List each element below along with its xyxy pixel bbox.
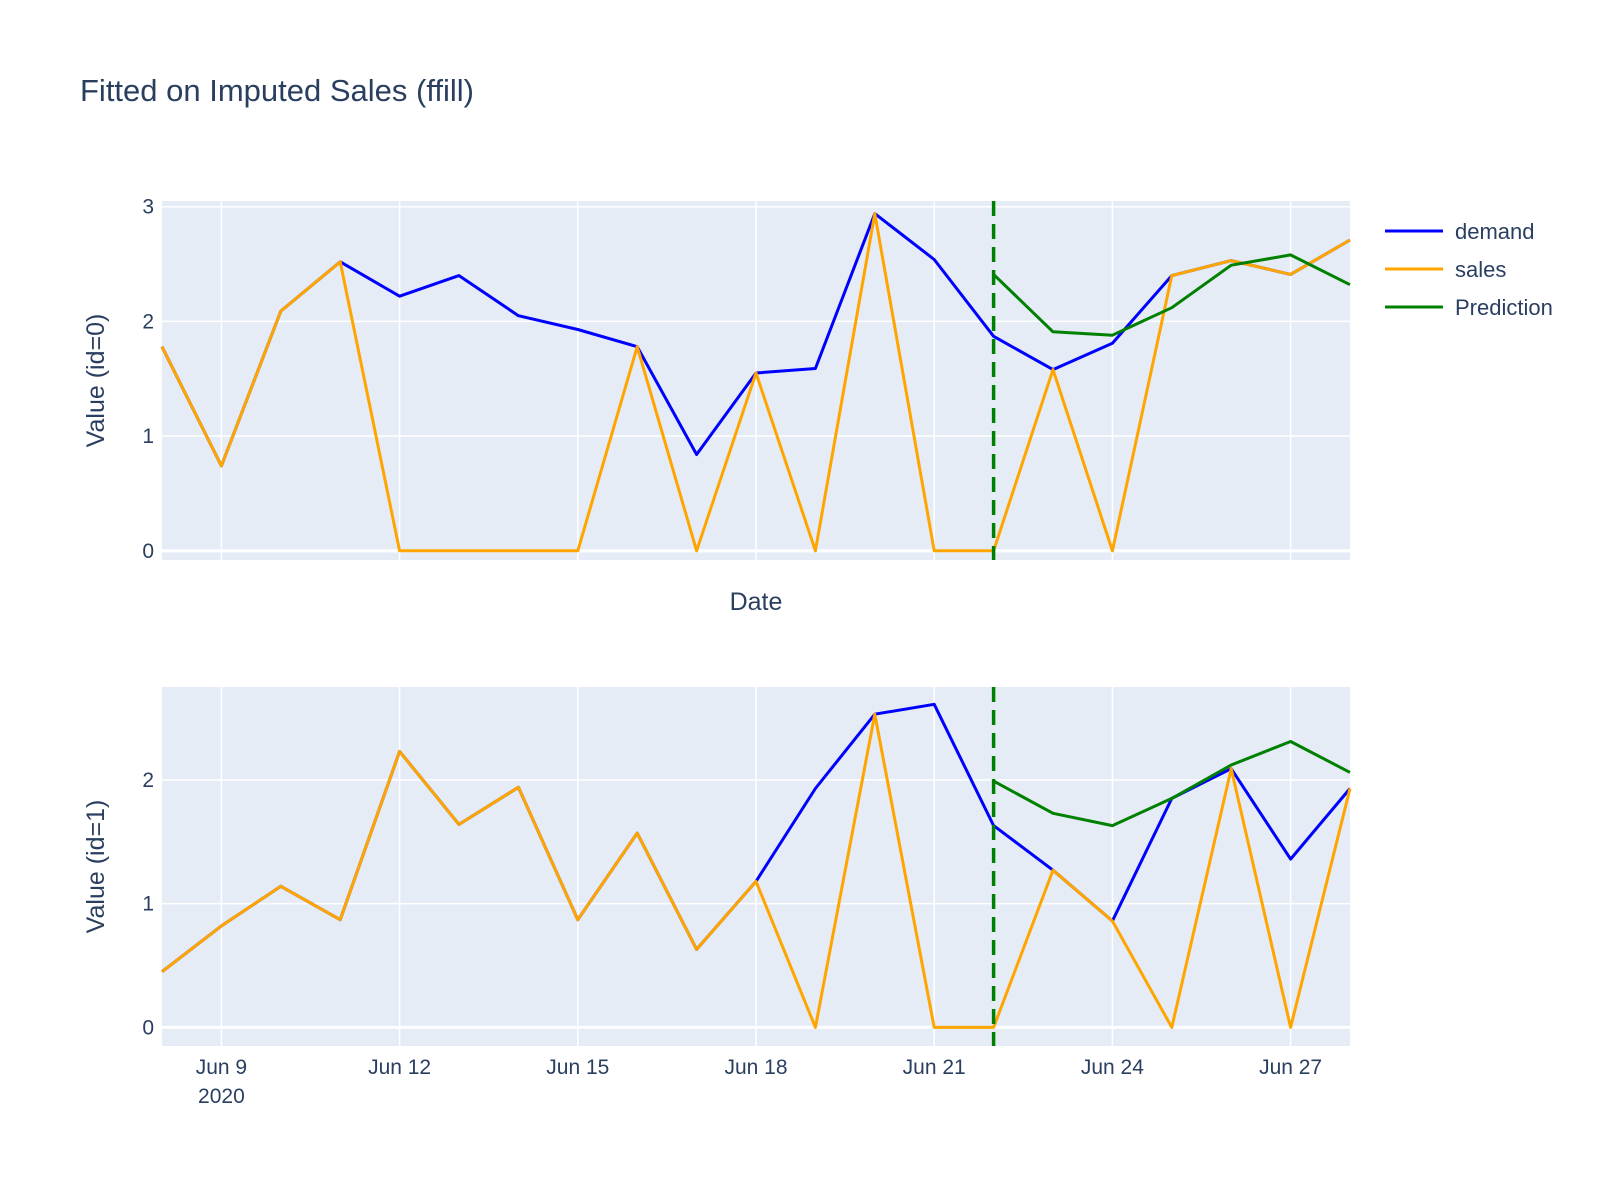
subplot-id-1: 0 1 2 Value (id=1) Jun 9 2020 Jun 12 Jun 15 Jun … xyxy=(82,687,1352,1108)
x-tick-label: Jun 12 xyxy=(368,1056,431,1079)
y-tick-label: 0 xyxy=(142,1016,154,1039)
subplot-id-0: 0 1 2 3 Value (id=0) Date xyxy=(82,196,1351,616)
x-tick-label: Jun 15 xyxy=(546,1056,609,1079)
series-line-sales xyxy=(161,712,1352,1029)
y-tick-label: 1 xyxy=(142,425,154,448)
y-tick-label: 3 xyxy=(142,196,154,219)
x-tick-label: Jun 27 xyxy=(1259,1056,1322,1079)
x-tick-label: Jun 24 xyxy=(1081,1056,1144,1079)
y-tick-label: 2 xyxy=(142,310,154,333)
legend-label-prediction: Prediction xyxy=(1455,295,1553,320)
x-tick-label: Jun 9 xyxy=(196,1056,247,1079)
y-axis-title: Value (id=0) xyxy=(82,314,110,448)
series-line-sales xyxy=(160,212,1351,553)
legend: demand sales Prediction xyxy=(1385,219,1553,320)
y-tick-label: 2 xyxy=(142,769,154,792)
x-tick-label: Jun 18 xyxy=(724,1056,787,1079)
x-tick-year-label: 2020 xyxy=(198,1085,245,1108)
series-line-prediction xyxy=(992,740,1351,828)
series-line-prediction xyxy=(992,253,1351,337)
y-tick-label: 1 xyxy=(142,893,154,916)
legend-label-sales: sales xyxy=(1455,257,1506,282)
x-axis-title: Date xyxy=(730,588,783,616)
legend-label-demand: demand xyxy=(1455,219,1535,244)
y-axis-title: Value (id=1) xyxy=(82,800,110,934)
y-tick-label: 0 xyxy=(142,540,154,563)
chart-title: Fitted on Imputed Sales (ffill) xyxy=(80,73,474,108)
x-tick-label: Jun 21 xyxy=(903,1056,966,1079)
